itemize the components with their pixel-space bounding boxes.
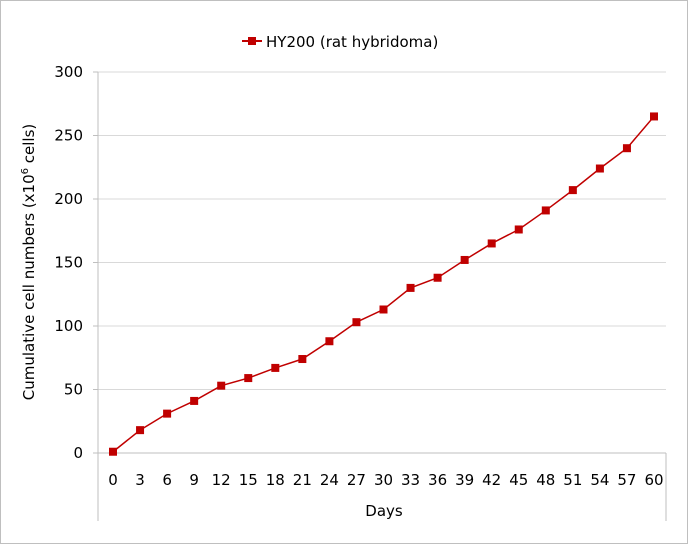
y-tick-labels: 0 50 100 150 200 250 300 [54, 63, 83, 462]
x-tick-label: 45 [509, 471, 528, 489]
y-axis-title-main: Cumulative cell numbers (x10 [20, 174, 38, 400]
y-tick-label: 50 [64, 381, 83, 399]
y-tick-label: 250 [54, 127, 83, 145]
x-tick-label: 51 [563, 471, 582, 489]
x-tick-label: 39 [455, 471, 474, 489]
data-point [595, 164, 604, 173]
x-tick-label: 21 [293, 471, 312, 489]
data-point [352, 318, 361, 327]
legend: HY200 (rat hybridoma) [242, 33, 438, 51]
y-tick-label: 300 [54, 63, 83, 81]
data-point [136, 426, 145, 435]
data-point [244, 374, 253, 383]
x-tick-label: 18 [266, 471, 285, 489]
x-tick-label: 12 [212, 471, 231, 489]
legend-label: HY200 (rat hybridoma) [266, 33, 438, 51]
data-point [622, 144, 631, 153]
y-tick-label: 0 [73, 444, 83, 462]
legend-marker-swatch [248, 37, 256, 45]
y-tick-label: 150 [54, 254, 83, 272]
x-tick-label: 9 [189, 471, 199, 489]
y-axis-title-suffix: cells) [20, 124, 38, 168]
x-tick-label: 48 [536, 471, 555, 489]
x-tick-label: 33 [401, 471, 420, 489]
x-tick-label: 36 [428, 471, 447, 489]
x-axis-title: Days [365, 502, 403, 520]
data-point [217, 381, 226, 390]
data-point [109, 447, 117, 456]
y-axis-title: Cumulative cell numbers (x106 cells) [20, 124, 38, 401]
x-tick-label: 42 [482, 471, 501, 489]
x-tick-label: 24 [320, 471, 339, 489]
y-axis-title-superscript: 6 [20, 168, 31, 174]
x-tick-labels: 0 3 6 9 12 15 18 21 24 27 30 33 36 39 42 45 48 51 54 57 60 [108, 471, 663, 489]
x-tick-label: 57 [617, 471, 636, 489]
series-group [109, 112, 658, 456]
data-point [298, 355, 307, 364]
x-tick-label: 15 [239, 471, 258, 489]
data-point [271, 363, 280, 372]
data-point [487, 239, 496, 248]
data-point [514, 225, 523, 234]
data-point [650, 112, 658, 121]
x-tick-label: 6 [162, 471, 172, 489]
data-point [325, 337, 334, 346]
y-tick-label: 200 [54, 190, 83, 208]
data-point [190, 396, 199, 405]
x-tick-label: 30 [374, 471, 393, 489]
data-point [568, 186, 577, 195]
data-point [163, 409, 172, 418]
x-tick-label: 54 [590, 471, 609, 489]
x-tick-label: 60 [644, 471, 663, 489]
gridlines [98, 71, 666, 390]
x-tick-label: 27 [347, 471, 366, 489]
y-tick-label: 100 [54, 317, 83, 335]
axes [93, 71, 667, 521]
data-point [406, 283, 415, 292]
x-tick-label: 0 [108, 471, 118, 489]
data-point [541, 206, 550, 215]
data-point [379, 305, 388, 314]
data-point [433, 273, 442, 282]
x-tick-label: 3 [135, 471, 145, 489]
data-point [460, 255, 469, 264]
